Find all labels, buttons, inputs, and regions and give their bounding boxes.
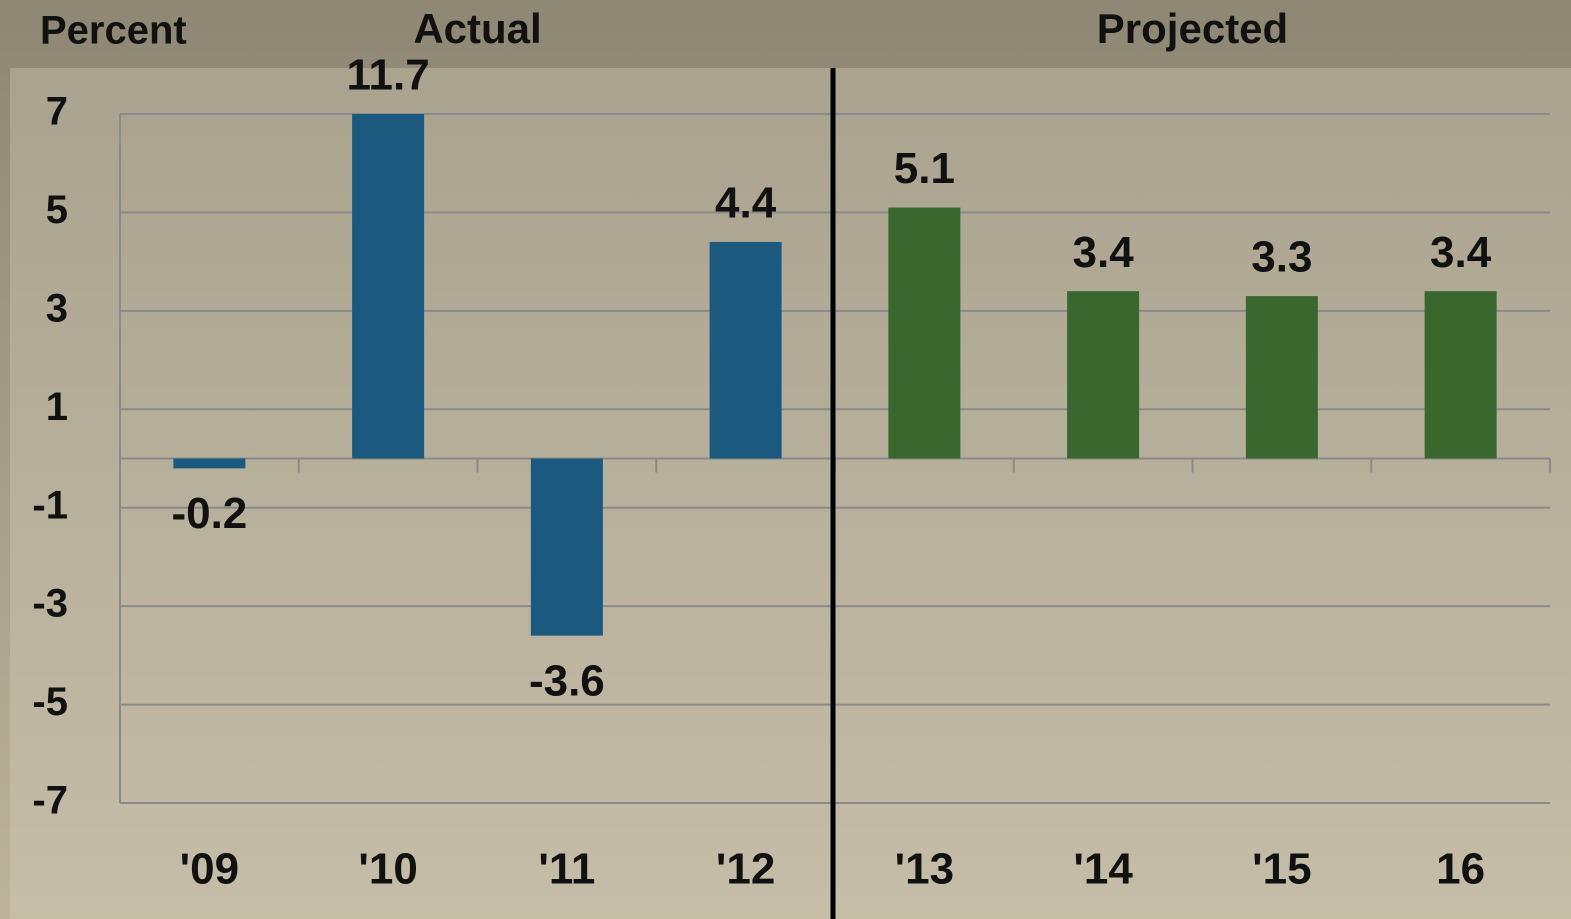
bar — [888, 207, 961, 459]
value-label: 5.1 — [894, 144, 955, 193]
y-tick-label: -5 — [32, 680, 68, 724]
x-tick-label: '10 — [358, 845, 417, 894]
y-axis-label: Percent — [40, 9, 187, 53]
section-label: Actual — [413, 5, 541, 52]
y-tick-label: 7 — [46, 90, 68, 134]
y-tick-label: -3 — [32, 582, 68, 626]
x-tick-label: '15 — [1252, 845, 1311, 894]
x-tick-label: '09 — [180, 845, 239, 894]
value-label: 11.7 — [347, 51, 430, 100]
bar — [530, 458, 603, 636]
bar — [1067, 291, 1140, 459]
bar — [709, 241, 782, 459]
value-label: 3.3 — [1251, 233, 1312, 282]
x-tick-label: '11 — [538, 845, 595, 894]
value-label: 3.4 — [1430, 228, 1492, 277]
value-label: -3.6 — [529, 656, 605, 705]
x-tick-label: 16 — [1436, 845, 1485, 894]
plot-panel — [10, 68, 1571, 919]
y-tick-label: -7 — [32, 779, 68, 823]
y-tick-label: 1 — [46, 385, 68, 429]
bar — [1424, 291, 1497, 459]
bar — [352, 114, 425, 459]
x-tick-label: '13 — [895, 845, 954, 894]
bar — [173, 458, 246, 469]
value-label: 3.4 — [1073, 228, 1135, 277]
section-label: Projected — [1097, 5, 1288, 52]
y-tick-label: 5 — [46, 188, 68, 232]
y-tick-label: -1 — [32, 483, 68, 527]
value-label: -0.2 — [171, 489, 247, 538]
y-tick-label: 3 — [46, 286, 68, 330]
x-tick-label: '12 — [716, 845, 775, 894]
value-label: 4.4 — [715, 179, 777, 228]
bar — [1245, 296, 1318, 459]
x-tick-label: '14 — [1073, 845, 1133, 894]
